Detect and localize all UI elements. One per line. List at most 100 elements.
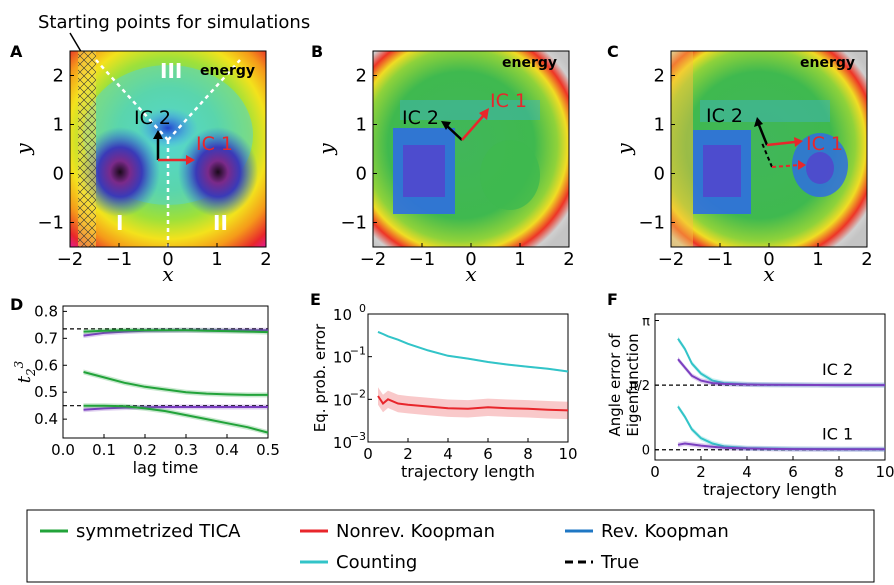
panel-e-ytick-label: 10 xyxy=(333,349,352,367)
panel-c-ytick-label: 1 xyxy=(654,115,665,136)
panel-c-plot xyxy=(671,51,867,247)
panel-b-ytick-label: 0 xyxy=(356,164,367,185)
panel-d-xtick-label: 0.5 xyxy=(256,441,280,459)
panel-e-series-line xyxy=(377,395,569,412)
panel-letter-f: F xyxy=(607,290,618,309)
panel-e-ytick-exponent: 0 xyxy=(359,302,366,315)
panel-d-series-line xyxy=(83,329,269,334)
ic2-label-a: IC 2 xyxy=(134,107,171,129)
panel-e-xtick-label: 6 xyxy=(483,445,493,463)
panel-d-ytick-label: 0.5 xyxy=(34,383,58,401)
panel-d-frame xyxy=(62,305,269,439)
panel-a-xtick-label: −2 xyxy=(57,249,84,270)
panel-b-xlabel: x xyxy=(465,262,476,286)
panel-c-ytick-label: 0 xyxy=(654,164,665,185)
panel-a-ylabel: y xyxy=(11,143,35,156)
panel-b-ytick-label: 1 xyxy=(356,115,367,136)
ic2-arrowhead-a xyxy=(153,130,163,139)
panel-f-xtick-label: 10 xyxy=(875,463,894,481)
panel-c-ytick-label: 2 xyxy=(654,66,665,87)
ic2-arrowhead-b xyxy=(441,121,451,130)
panel-f-ytick-label: π xyxy=(642,315,650,330)
panel-d-series-line xyxy=(83,371,268,396)
panel-f-ylabel-line2: Eigenfunction xyxy=(624,333,642,436)
panel-e-xtick-label: 10 xyxy=(558,445,577,463)
panel-f-curve-label-ic2: IC 2 xyxy=(822,360,853,379)
ic2-arrow-c xyxy=(757,124,769,146)
legend-label: Counting xyxy=(336,552,417,573)
panel-a-xtick-label: −1 xyxy=(106,249,133,270)
panel-b-xtick-label: 2 xyxy=(563,249,574,270)
panel-d-xtick-label: 0.1 xyxy=(92,441,116,459)
panel-d-series-line xyxy=(83,404,269,434)
panel-b-plot xyxy=(373,51,569,247)
panel-e-series-line xyxy=(377,330,569,373)
panel-f-series-line xyxy=(677,358,885,387)
legend-label: Nonrev. Koopman xyxy=(336,521,495,542)
panel-letter-c: C xyxy=(607,42,619,61)
legend-label: symmetrized TICA xyxy=(76,521,241,542)
ic1-arrowhead-a xyxy=(186,155,195,165)
panel-a-plot xyxy=(70,51,266,247)
panel-a-xtick-label: 1 xyxy=(211,249,222,270)
panel-f-xtick-label: 4 xyxy=(742,463,752,481)
panel-f-curve-label-ic1: IC 1 xyxy=(822,425,853,444)
panel-f-xtick-label: 0 xyxy=(650,463,660,481)
panel-f-ytick-label: π/2 xyxy=(630,379,650,394)
panel-f-ytick-label: 0 xyxy=(642,444,650,459)
panel-d-ytick-label: 0.7 xyxy=(34,329,58,347)
panel-b-xtick-label: −2 xyxy=(360,249,387,270)
panel-f-frame xyxy=(654,313,886,461)
panel-b-xtick-label: −1 xyxy=(409,249,436,270)
panel-a-ytick-label: −1 xyxy=(37,213,64,234)
ic2-label-c: IC 2 xyxy=(706,105,743,127)
panel-e-ytick-exponent: −3 xyxy=(350,430,366,443)
panel-d-ytick-label: 0.8 xyxy=(34,302,58,320)
ic1-true-arrowhead-c xyxy=(798,160,806,170)
panel-b-xtick-label: 0 xyxy=(465,249,476,270)
panel-c-ytick-label: −1 xyxy=(638,213,665,234)
panel-e-xtick-label: 4 xyxy=(443,445,453,463)
ic1-label-c: IC 1 xyxy=(806,133,843,155)
panel-e-series-band xyxy=(378,387,568,420)
panel-e-ytick-label: 10 xyxy=(333,391,352,409)
panel-d-xtick-label: 0.2 xyxy=(133,441,157,459)
panel-b-ylabel: y xyxy=(314,143,338,156)
panel-e-ylabel: Eq. prob. error xyxy=(311,323,329,432)
panel-a-xtick-label: 2 xyxy=(260,249,271,270)
ic1-true-arrow-c xyxy=(771,164,801,168)
panel-a-xlabel: x xyxy=(162,262,173,286)
panel-f-xlabel: trajectory length xyxy=(703,480,837,499)
annotation-text: Starting points for simulations xyxy=(38,12,310,33)
energy-label-a: energy xyxy=(200,63,255,79)
panel-d-xtick-label: 0.0 xyxy=(51,441,75,459)
ic1-label-b: IC 1 xyxy=(490,90,527,112)
panel-letter-a: A xyxy=(10,42,23,61)
ic1-arrow-c xyxy=(766,140,796,147)
ic1-arrow-b xyxy=(461,114,485,141)
panel-b-ytick-label: −1 xyxy=(340,213,367,234)
panel-c-xtick-label: −2 xyxy=(658,249,685,270)
panel-c-xtick-label: 2 xyxy=(861,249,872,270)
panel-d-ytick-label: 0.6 xyxy=(34,356,58,374)
panel-a-ytick-label: 1 xyxy=(53,115,64,136)
panel-e-xtick-label: 2 xyxy=(403,445,413,463)
region-label-iii: III xyxy=(160,59,182,83)
panel-e-xtick-label: 0 xyxy=(363,445,373,463)
ic2-true-arrow-c xyxy=(761,142,773,168)
panel-f-series-band xyxy=(678,404,885,452)
panel-a-ytick-label: 0 xyxy=(53,164,64,185)
legend-box xyxy=(26,509,875,583)
legend-label: True xyxy=(600,552,639,573)
panel-c-xtick-label: 0 xyxy=(763,249,774,270)
panel-d-ytick-label: 0.4 xyxy=(34,410,58,428)
panel-a-xtick-label: 0 xyxy=(162,249,173,270)
energy-label-b: energy xyxy=(502,55,557,71)
panel-letter-d: D xyxy=(10,295,23,314)
panel-d-xtick-label: 0.4 xyxy=(215,441,239,459)
panel-letter-e: E xyxy=(310,290,321,309)
panel-d-series-line xyxy=(83,406,268,411)
panel-e-ytick-label: 10 xyxy=(333,434,352,452)
panel-b-ytick-label: 2 xyxy=(356,66,367,87)
